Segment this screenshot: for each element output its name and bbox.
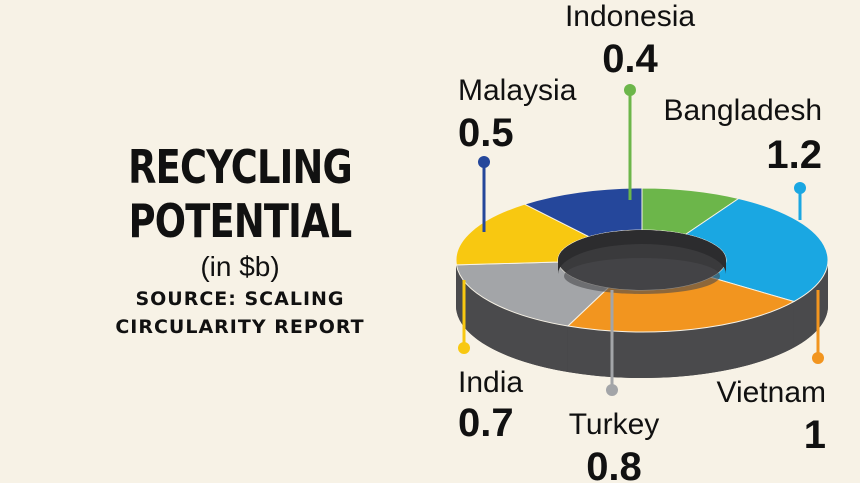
chart-title-line2: POTENTIAL [128,194,353,248]
label-name-vietnam: Vietnam [716,376,826,409]
label-name-turkey: Turkey [569,408,660,441]
leader-dot-vietnam [812,352,824,364]
chart-source-line1: SOURCE: SCALING [135,288,345,310]
label-value-malaysia: 0.5 [458,111,514,155]
chart-title-line1: RECYCLING [128,140,353,194]
leader-dot-bangladesh [794,182,806,194]
leader-dot-turkey [606,384,618,396]
label-value-vietnam: 1 [804,413,826,457]
label-name-india: India [458,366,523,399]
leader-dot-india [458,342,470,354]
chart-source-line2: CIRCULARITY REPORT [115,316,365,338]
label-value-india: 0.7 [458,401,514,445]
label-value-indonesia: 0.4 [602,37,658,81]
label-value-bangladesh: 1.2 [766,133,822,177]
label-name-malaysia: Malaysia [458,74,577,107]
title-block: RECYCLING POTENTIAL (in $b) SOURCE: SCAL… [40,140,440,340]
leader-dot-indonesia [624,84,636,96]
label-name-bangladesh: Bangladesh [664,94,822,127]
leader-dot-malaysia [478,156,490,168]
chart-unit: (in $b) [200,251,280,282]
label-value-turkey: 0.8 [586,445,642,483]
donut-slices [455,187,829,333]
label-name-indonesia: Indonesia [565,0,695,33]
